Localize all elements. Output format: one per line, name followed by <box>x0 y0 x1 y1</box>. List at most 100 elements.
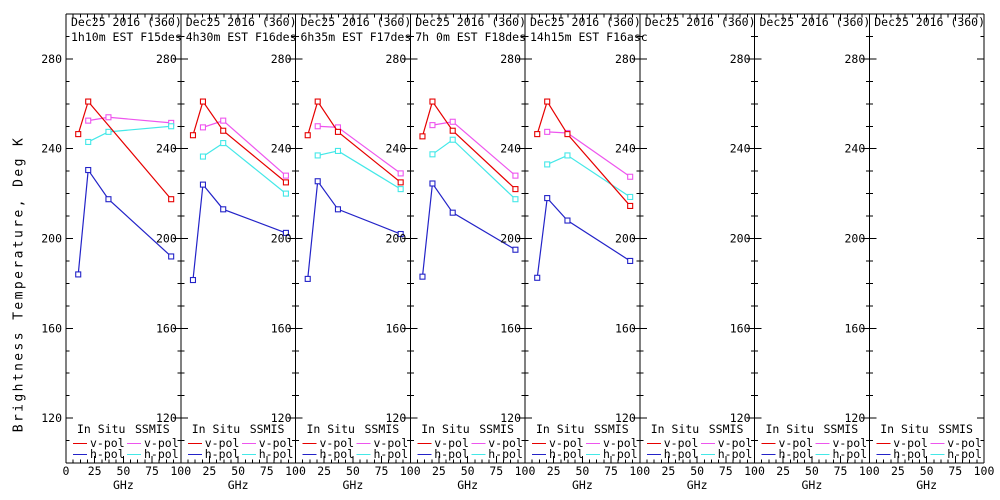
marker-ssmis-h-pol <box>314 152 321 159</box>
x-axis-unit-label: GHz <box>457 478 478 492</box>
y-tick-label: 240 <box>385 142 406 156</box>
legend-label: v-pol <box>718 436 753 450</box>
marker-ssmis-v-pol <box>314 123 321 130</box>
x-tick-label: 100 <box>974 464 995 478</box>
x-tick-label: 50 <box>231 464 245 478</box>
x-tick-label: 25 <box>317 464 331 478</box>
legend-label: v-pol <box>205 436 240 450</box>
marker-ssmis-v-pol <box>282 172 289 179</box>
panel-title-date: Dec25 2016 (360) <box>874 15 985 29</box>
y-tick-label: 280 <box>615 52 636 66</box>
x-tick-label: 25 <box>203 464 217 478</box>
y-tick-label: 240 <box>730 142 751 156</box>
y-tick-label: 120 <box>385 411 406 425</box>
x-tick-label: 50 <box>805 464 819 478</box>
y-tick-label: 200 <box>500 232 521 246</box>
panel-8: 120 160 200 240 280 25 50 75 100 GHz Dec25 2016 (3… <box>844 13 995 492</box>
marker-in-situ-h-pol <box>75 271 82 278</box>
marker-in-situ-h-pol <box>397 230 404 238</box>
x-tick-label: 75 <box>719 464 733 478</box>
legend-header: In Situ <box>766 422 814 436</box>
series-line-in-situ-h-pol <box>421 181 516 277</box>
marker-in-situ-h-pol <box>168 253 175 260</box>
marker-in-situ-v-pol <box>304 132 311 139</box>
panel-title-date: Dec25 2016 (360) <box>530 15 641 29</box>
y-tick-label: 160 <box>615 321 636 335</box>
marker-ssmis-h-pol <box>168 123 175 130</box>
x-tick-label: 75 <box>834 464 848 478</box>
legend-label: v-pol <box>259 436 294 450</box>
marker-in-situ-v-pol <box>564 131 571 138</box>
legend-header: SSMIS <box>365 422 400 436</box>
y-tick-label: 120 <box>730 411 751 425</box>
marker-in-situ-v-pol <box>282 179 289 186</box>
legend-label: h-pol <box>664 447 699 461</box>
panel-3: 120 160 200 240 280 25 50 75 100 GHz Dec25 2016 (3… <box>271 13 421 492</box>
legend-label: h-pol <box>434 447 469 461</box>
marker-in-situ-v-pol <box>429 98 436 105</box>
x-tick-label: 50 <box>461 464 475 478</box>
y-tick-label: 280 <box>500 52 521 66</box>
legend-label: h-pol <box>320 447 355 461</box>
y-tick-label: 200 <box>615 232 636 246</box>
panel-title-time: 14h15m EST F16asc <box>530 30 648 44</box>
marker-ssmis-v-pol <box>199 124 207 131</box>
panel-title-date: Dec25 2016 (360) <box>645 15 756 29</box>
y-tick-label: 240 <box>41 142 62 156</box>
x-tick-label: 100 <box>744 464 765 478</box>
marker-in-situ-h-pol <box>282 229 289 236</box>
x-axis-unit-label: GHz <box>801 478 822 492</box>
series-line-in-situ-h-pol <box>77 168 172 275</box>
y-tick-label: 160 <box>730 321 751 335</box>
marker-in-situ-v-pol <box>512 186 519 193</box>
y-tick-label: 240 <box>844 142 865 156</box>
marker-ssmis-v-pol <box>397 170 404 177</box>
series-line-ssmis-h-pol <box>317 150 401 190</box>
marker-ssmis-v-pol <box>449 118 456 125</box>
x-tick-label: 50 <box>116 464 130 478</box>
y-tick-label: 160 <box>500 321 521 335</box>
marker-ssmis-h-pol <box>449 136 456 143</box>
marker-ssmis-h-pol <box>397 186 404 193</box>
marker-in-situ-h-pol <box>534 274 541 281</box>
marker-in-situ-v-pol <box>544 98 551 105</box>
legend-header: SSMIS <box>135 422 170 436</box>
y-tick-label: 280 <box>156 52 177 66</box>
legend-label: h-pol <box>259 447 294 461</box>
legend-label: h-pol <box>893 447 928 461</box>
y-tick-label: 200 <box>844 232 865 246</box>
legend-label: v-pol <box>488 436 523 450</box>
y-tick-label: 120 <box>615 411 636 425</box>
legend-label: h-pol <box>205 447 240 461</box>
y-tick-label: 160 <box>156 321 177 335</box>
marker-in-situ-h-pol <box>449 209 456 216</box>
legend-header: SSMIS <box>709 422 744 436</box>
legend-label: h-pol <box>488 447 523 461</box>
y-tick-label: 120 <box>41 411 62 425</box>
marker-ssmis-h-pol <box>105 128 112 135</box>
series-line-in-situ-v-pol <box>192 100 287 183</box>
y-tick-label: 200 <box>156 232 177 246</box>
x-tick-label: 100 <box>400 464 421 478</box>
x-axis-unit-label: GHz <box>916 478 937 492</box>
x-tick-label: 75 <box>145 464 159 478</box>
legend-label: v-pol <box>434 436 469 450</box>
marker-in-situ-h-pol <box>419 273 426 280</box>
marker-ssmis-h-pol <box>544 161 551 168</box>
x-tick-label: 25 <box>547 464 561 478</box>
x-tick-label: 25 <box>432 464 446 478</box>
series-line-in-situ-h-pol <box>192 183 287 281</box>
series-line-ssmis-h-pol <box>87 125 172 143</box>
marker-ssmis-h-pol <box>220 140 227 147</box>
y-tick-label: 200 <box>271 232 292 246</box>
panel-title-date: Dec25 2016 (360) <box>186 15 297 29</box>
legend-header: SSMIS <box>479 422 514 436</box>
legend-header: SSMIS <box>594 422 629 436</box>
x-tick-label: 50 <box>346 464 360 478</box>
y-tick-label: 120 <box>271 411 292 425</box>
panel-title-date: Dec25 2016 (360) <box>301 15 412 29</box>
